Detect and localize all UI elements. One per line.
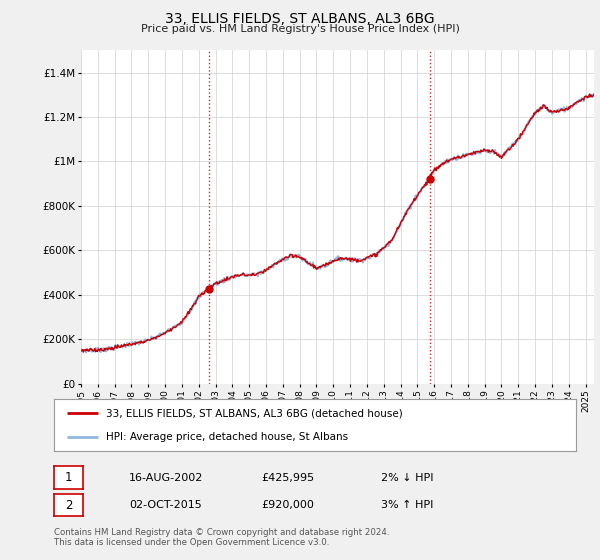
Text: £920,000: £920,000 <box>261 500 314 510</box>
Text: 33, ELLIS FIELDS, ST ALBANS, AL3 6BG (detached house): 33, ELLIS FIELDS, ST ALBANS, AL3 6BG (de… <box>106 408 403 418</box>
Text: 16-AUG-2002: 16-AUG-2002 <box>129 473 203 483</box>
Text: Price paid vs. HM Land Registry's House Price Index (HPI): Price paid vs. HM Land Registry's House … <box>140 24 460 34</box>
Text: £425,995: £425,995 <box>261 473 314 483</box>
Text: 3% ↑ HPI: 3% ↑ HPI <box>381 500 433 510</box>
Text: 1: 1 <box>65 471 72 484</box>
Text: Contains HM Land Registry data © Crown copyright and database right 2024.
This d: Contains HM Land Registry data © Crown c… <box>54 528 389 547</box>
Text: 2: 2 <box>65 498 72 512</box>
Text: 33, ELLIS FIELDS, ST ALBANS, AL3 6BG: 33, ELLIS FIELDS, ST ALBANS, AL3 6BG <box>165 12 435 26</box>
Text: 02-OCT-2015: 02-OCT-2015 <box>129 500 202 510</box>
Text: 2% ↓ HPI: 2% ↓ HPI <box>381 473 433 483</box>
Text: HPI: Average price, detached house, St Albans: HPI: Average price, detached house, St A… <box>106 432 349 442</box>
